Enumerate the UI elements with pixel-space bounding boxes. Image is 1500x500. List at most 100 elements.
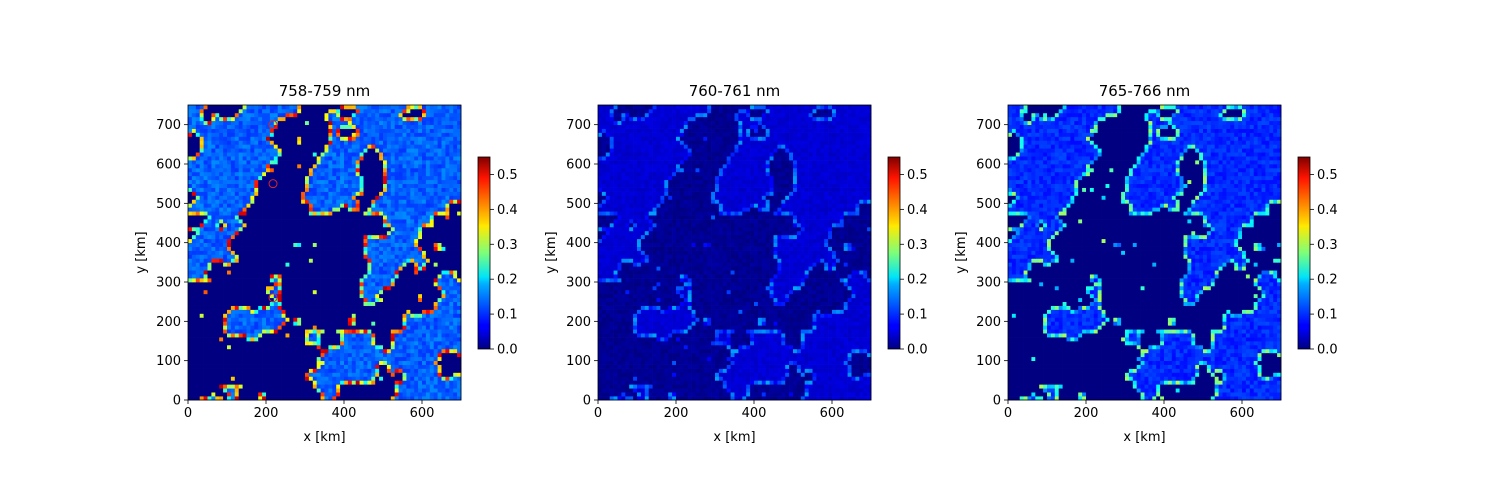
heatmap-cell — [340, 238, 345, 244]
heatmap-cell — [398, 266, 403, 271]
heatmap-cell — [230, 309, 236, 314]
heatmap-cell — [340, 136, 345, 141]
heatmap-cell — [289, 270, 294, 275]
heatmap-cell — [355, 278, 360, 283]
heatmap-cell — [375, 309, 380, 314]
heatmap-cell — [383, 120, 388, 126]
heatmap-cell — [207, 356, 212, 362]
heatmap-cell — [367, 352, 372, 358]
heatmap-cell — [316, 179, 321, 185]
heatmap-cell — [344, 376, 349, 381]
heatmap-cell — [266, 348, 271, 354]
heatmap-cell — [215, 305, 220, 310]
heatmap-cell — [445, 230, 450, 236]
heatmap-cell — [207, 372, 212, 377]
heatmap-cell — [383, 344, 388, 350]
heatmap-cell — [437, 337, 442, 342]
heatmap-cell — [336, 258, 341, 263]
heatmap-cell — [195, 384, 201, 389]
heatmap-cell — [281, 396, 286, 401]
heatmap-cell — [266, 219, 271, 224]
heatmap-cell — [199, 128, 204, 133]
heatmap-cell — [273, 246, 279, 251]
heatmap-cell — [414, 270, 419, 275]
heatmap-cell — [332, 152, 337, 157]
heatmap-cell — [402, 164, 407, 169]
heatmap-cell — [269, 226, 275, 232]
heatmap-cell — [359, 321, 364, 326]
heatmap-cell — [281, 317, 286, 322]
heatmap-cell — [347, 164, 353, 169]
heatmap-cell — [273, 341, 279, 346]
heatmap-cell — [363, 360, 368, 365]
heatmap-cell — [312, 278, 318, 283]
heatmap-cell — [316, 341, 321, 346]
heatmap-cell — [199, 388, 204, 393]
heatmap-cell — [238, 167, 243, 173]
heatmap-cell — [344, 274, 349, 279]
heatmap-cell — [227, 226, 232, 232]
heatmap-cell — [269, 242, 275, 247]
heatmap-cell — [211, 317, 216, 322]
heatmap-cell — [266, 160, 271, 165]
heatmap-cell — [301, 368, 306, 373]
heatmap-cell — [437, 171, 442, 177]
heatmap-cell — [269, 321, 275, 326]
heatmap-cell — [297, 341, 302, 346]
heatmap-cell — [422, 333, 427, 338]
heatmap-cell — [223, 289, 228, 295]
heatmap-cell — [246, 187, 251, 192]
heatmap-cell — [223, 246, 228, 251]
heatmap-cell — [316, 234, 321, 240]
heatmap-cell — [266, 344, 271, 350]
heatmap-cell — [336, 234, 341, 240]
heatmap-cell — [418, 293, 423, 299]
heatmap-cell — [336, 266, 341, 271]
heatmap-cell — [433, 321, 438, 326]
heatmap-cell — [242, 321, 247, 326]
heatmap-cell — [355, 226, 360, 232]
heatmap-cell — [371, 164, 376, 169]
heatmap-cell — [320, 144, 325, 149]
heatmap-cell — [305, 396, 310, 401]
heatmap-cell — [344, 215, 349, 220]
heatmap-cell — [422, 226, 427, 232]
heatmap-cell — [386, 305, 392, 310]
heatmap-cell — [285, 160, 290, 165]
heatmap-cell — [340, 360, 345, 365]
heatmap-cell — [457, 325, 462, 330]
heatmap-cell — [273, 293, 279, 299]
heatmap-cell — [449, 301, 454, 306]
heatmap-cell — [277, 329, 282, 334]
heatmap-cell — [363, 136, 368, 141]
heatmap-cell — [305, 250, 310, 255]
heatmap-cell — [390, 274, 396, 279]
heatmap-cell — [269, 167, 275, 173]
heatmap-cell — [363, 388, 368, 393]
heatmap-cell — [414, 175, 419, 181]
heatmap-cell — [441, 289, 446, 295]
heatmap-cell — [367, 160, 372, 165]
heatmap-cell — [332, 195, 337, 200]
heatmap-cell — [324, 132, 329, 137]
heatmap-cell — [379, 384, 384, 389]
heatmap-cell — [344, 384, 349, 389]
heatmap-cell — [269, 372, 275, 377]
heatmap-cell — [289, 175, 294, 181]
heatmap-cell — [308, 191, 314, 196]
heatmap-cell — [207, 317, 212, 322]
heatmap-cell — [285, 344, 290, 350]
heatmap-cell — [234, 215, 240, 220]
heatmap-cell — [262, 223, 267, 228]
heatmap-cell — [402, 360, 407, 365]
heatmap-cell — [258, 211, 263, 216]
heatmap-cell — [359, 195, 364, 200]
heatmap-cell — [347, 325, 353, 330]
heatmap-cell — [453, 356, 458, 362]
heatmap-cell — [285, 282, 290, 287]
heatmap-cell — [332, 352, 337, 358]
heatmap-cell — [281, 297, 286, 303]
heatmap-cell — [316, 289, 321, 295]
heatmap-cell — [332, 364, 337, 369]
heatmap-cell — [320, 191, 325, 196]
